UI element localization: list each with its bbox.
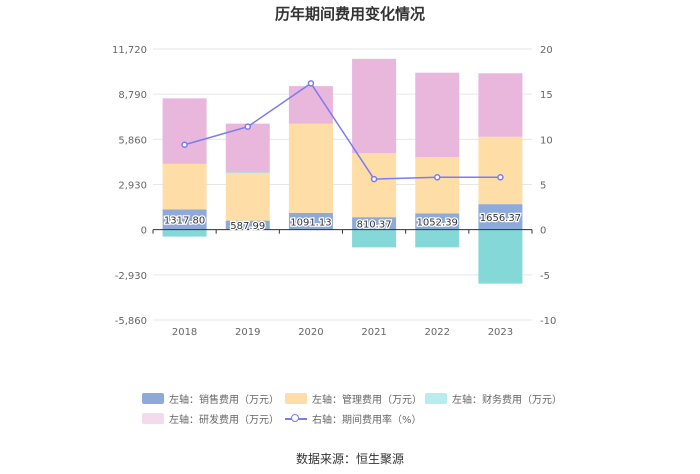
left-axis-tick-label: 0 xyxy=(141,226,147,237)
bar-管理费用-2023 xyxy=(478,136,523,205)
data-label-sales: 587.99 xyxy=(230,221,265,232)
data-source: 数据来源：恒生聚源 xyxy=(295,452,404,466)
point-expense-ratio-2020 xyxy=(307,80,315,87)
chart-title: 历年期间费用变化情况 xyxy=(274,5,425,23)
legend-item-admin[interactable]: 左轴：管理费用（万元） xyxy=(285,391,422,406)
data-label-sales: 1052.39 xyxy=(417,218,458,229)
x-axis-tick-label: 2023 xyxy=(488,327,513,338)
legend-label-sales: 左轴：销售费用（万元） xyxy=(169,395,279,406)
legend-label-rnd: 左轴：研发费用（万元） xyxy=(169,415,279,426)
left-axis-tick-label: -2,930 xyxy=(115,271,147,282)
left-axis-tick-label: -5,860 xyxy=(115,316,147,327)
left-axis-tick-label: 2,930 xyxy=(118,181,147,192)
point-expense-ratio-2019 xyxy=(244,123,251,130)
legend-label-admin: 左轴：管理费用（万元） xyxy=(312,395,422,406)
bar-研发费用-2021 xyxy=(352,58,397,154)
bar-研发费用-2018 xyxy=(162,98,207,164)
right-axis-tick-label: 10 xyxy=(540,135,553,146)
bar-管理费用-2018 xyxy=(162,163,207,210)
x-axis-tick-label: 2021 xyxy=(361,327,386,338)
right-axis-tick-label: 0 xyxy=(540,226,546,237)
bar-财务费用-2022 xyxy=(415,229,460,248)
data-label-sales: 1656.37 xyxy=(480,213,521,224)
point-expense-ratio-2022 xyxy=(434,174,441,181)
left-axis-tick-label: 8,790 xyxy=(118,90,147,101)
x-axis-tick-label: 2022 xyxy=(425,327,450,338)
point-expense-ratio-2018 xyxy=(181,141,188,149)
right-axis-tick-label: -10 xyxy=(540,316,556,327)
bar-研发费用-2020 xyxy=(288,86,333,124)
bar-销售费用-2019 xyxy=(225,220,270,230)
legend-line-icon xyxy=(285,413,307,424)
legend-label-finance: 左轴：财务费用（万元） xyxy=(452,395,562,406)
data-label-sales: 810.37 xyxy=(357,219,392,230)
point-expense-ratio-2023 xyxy=(497,174,504,181)
left-axis-tick-label: 5,860 xyxy=(118,135,147,146)
data-label-sales: 1091.13 xyxy=(290,217,331,228)
bar-销售费用-2022 xyxy=(415,213,460,230)
legend-item-rnd[interactable]: 左轴：研发费用（万元） xyxy=(142,411,279,426)
point-expense-ratio-2021 xyxy=(370,175,378,183)
bar-研发费用-2022 xyxy=(415,72,460,158)
right-axis-tick-label: 15 xyxy=(540,90,553,101)
bar-研发费用-2023 xyxy=(478,73,523,137)
bar-财务费用-2019 xyxy=(225,172,270,173)
bar-管理费用-2021 xyxy=(352,153,397,218)
bar-销售费用-2018 xyxy=(162,209,207,230)
legend-item-sales[interactable]: 左轴：销售费用（万元） xyxy=(142,391,279,406)
bar-管理费用-2019 xyxy=(225,172,270,221)
legend-swatch-rnd xyxy=(142,413,164,424)
right-axis-tick-label: 20 xyxy=(540,45,553,56)
bar-财务费用-2018 xyxy=(162,229,207,237)
bar-财务费用-2023 xyxy=(478,229,523,284)
left-axis-tick-label: 11,720 xyxy=(112,45,147,56)
legend-swatch-finance xyxy=(425,393,447,404)
legend-item-finance[interactable]: 左轴：财务费用（万元） xyxy=(425,391,562,406)
bar-财务费用-2020 xyxy=(288,123,333,124)
legend-swatch-sales xyxy=(142,393,164,404)
right-axis-tick-label: 5 xyxy=(540,181,546,192)
right-axis-tick-label: -5 xyxy=(540,271,550,282)
legend-label-expense-ratio: 右轴：期间费用率（%） xyxy=(312,415,422,426)
bar-销售费用-2021 xyxy=(352,217,397,230)
x-axis-tick-label: 2018 xyxy=(172,327,197,338)
bar-管理费用-2022 xyxy=(415,157,460,214)
bar-销售费用-2023 xyxy=(478,204,523,230)
bar-管理费用-2020 xyxy=(288,123,333,213)
bar-财务费用-2021 xyxy=(352,229,397,248)
legend-swatch-admin xyxy=(285,393,307,404)
bar-销售费用-2020 xyxy=(288,212,333,230)
x-axis-tick-label: 2020 xyxy=(298,327,323,338)
legend-item-expense-ratio[interactable]: 右轴：期间费用率（%） xyxy=(285,411,422,426)
data-label-sales: 1317.80 xyxy=(164,216,205,227)
x-axis-tick-label: 2019 xyxy=(235,327,260,338)
line-expense-ratio xyxy=(184,82,501,180)
bar-研发费用-2019 xyxy=(225,123,270,173)
